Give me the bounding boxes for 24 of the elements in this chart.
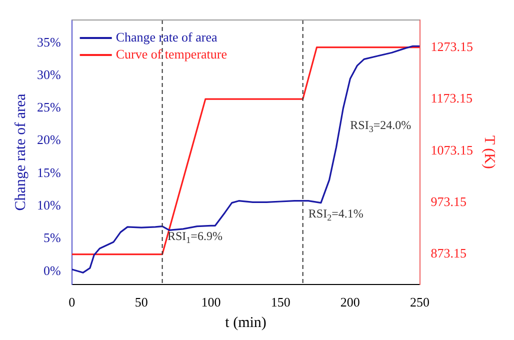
x-tick-label: 0	[68, 294, 76, 310]
y-tick-label: 35%	[36, 34, 61, 50]
y2-tick-label: 973.15	[430, 194, 466, 209]
y-tick-label: 5%	[43, 230, 61, 246]
y-tick-label: 15%	[36, 164, 61, 180]
legend-label: Curve of temperature	[116, 46, 228, 62]
x-axis-title: t (min)	[225, 314, 266, 331]
y2-tick-label: 1073.15	[430, 142, 473, 158]
legend-label: Change rate of area	[116, 29, 218, 44]
y2-tick-label: 1273.15	[430, 38, 473, 54]
y-tick-label: 25%	[36, 100, 61, 115]
x-tick-label: 200	[340, 294, 360, 310]
y-axis-title: Change rate of area	[12, 93, 29, 211]
y-tick-label: 0%	[43, 262, 61, 278]
y-tick-label: 10%	[36, 197, 61, 212]
x-tick-label: 50	[134, 294, 148, 310]
y2-tick-label: 1173.15	[430, 90, 473, 106]
x-tick-label: 250	[410, 294, 430, 310]
y-tick-label: 20%	[36, 132, 61, 148]
y2-tick-label: 873.15	[430, 246, 466, 261]
x-tick-label: 150	[270, 294, 290, 310]
x-tick-label: 100	[201, 294, 221, 310]
y-tick-label: 30%	[36, 66, 61, 82]
y2-axis-title: T (K)	[481, 135, 498, 169]
